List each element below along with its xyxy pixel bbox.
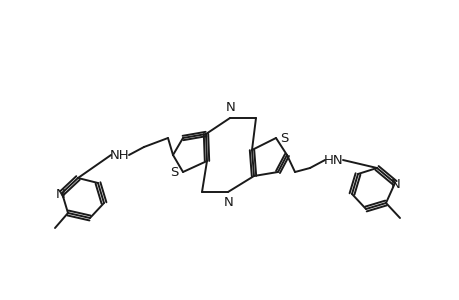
Text: N: N bbox=[224, 196, 233, 209]
Text: NH: NH bbox=[110, 148, 129, 161]
Text: N: N bbox=[56, 188, 66, 200]
Text: S: S bbox=[280, 131, 288, 145]
Text: N: N bbox=[390, 178, 400, 190]
Text: S: S bbox=[170, 166, 179, 178]
Text: N: N bbox=[226, 101, 235, 114]
Text: HN: HN bbox=[324, 154, 343, 166]
